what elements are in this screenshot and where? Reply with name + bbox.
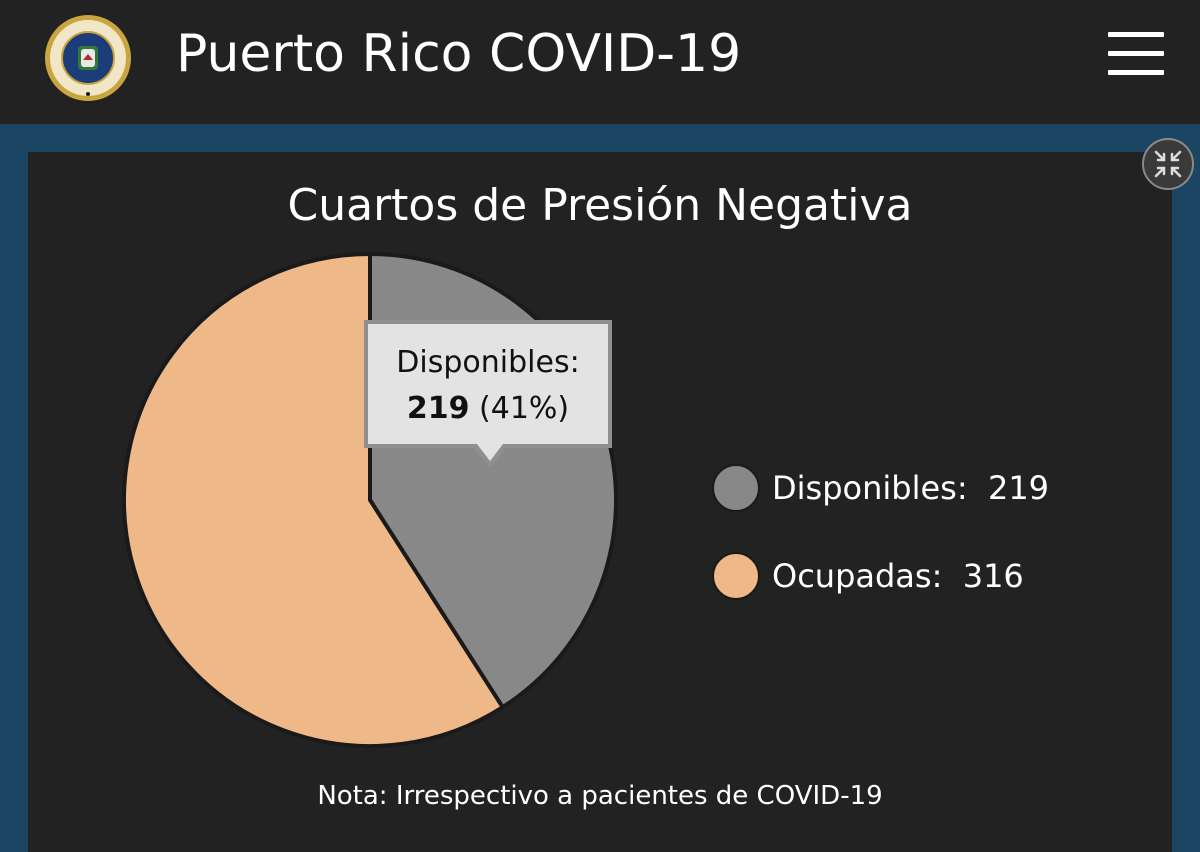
pie-slice-ocupadas[interactable] bbox=[122, 252, 505, 748]
collapse-arrows-glyph bbox=[1154, 150, 1182, 178]
chart-title: Cuartos de Presión Negativa bbox=[287, 180, 913, 231]
government-seal-icon bbox=[45, 15, 131, 101]
hamburger-menu-icon[interactable] bbox=[1108, 30, 1164, 78]
tooltip-value: 219 bbox=[406, 391, 470, 426]
collapse-arrows-icon[interactable] bbox=[1142, 138, 1194, 190]
legend-item-ocupadas[interactable]: Ocupadas: 316 bbox=[712, 552, 1024, 600]
chart-tooltip: Disponibles: 219 (41%) bbox=[364, 320, 612, 448]
legend-item-disponibles[interactable]: Disponibles: 219 bbox=[712, 464, 1049, 512]
legend-swatch-ocupadas bbox=[712, 552, 760, 600]
legend-label-ocupadas: Ocupadas: 316 bbox=[772, 557, 1024, 595]
legend-label-disponibles: Disponibles: 219 bbox=[772, 469, 1050, 507]
chart-note: Nota: Irrespectivo a pacientes de COVID-… bbox=[317, 781, 883, 811]
tooltip-percent: (41%) bbox=[479, 391, 570, 426]
tooltip-label: Disponibles: bbox=[396, 345, 580, 380]
tooltip-value-line: 219 (41%) bbox=[368, 390, 608, 428]
legend-swatch-disponibles bbox=[712, 464, 760, 512]
app-title: Puerto Rico COVID-19 bbox=[176, 24, 742, 84]
tooltip-arrow-fill bbox=[477, 444, 503, 461]
app-header: Puerto Rico COVID-19 bbox=[0, 0, 1200, 124]
